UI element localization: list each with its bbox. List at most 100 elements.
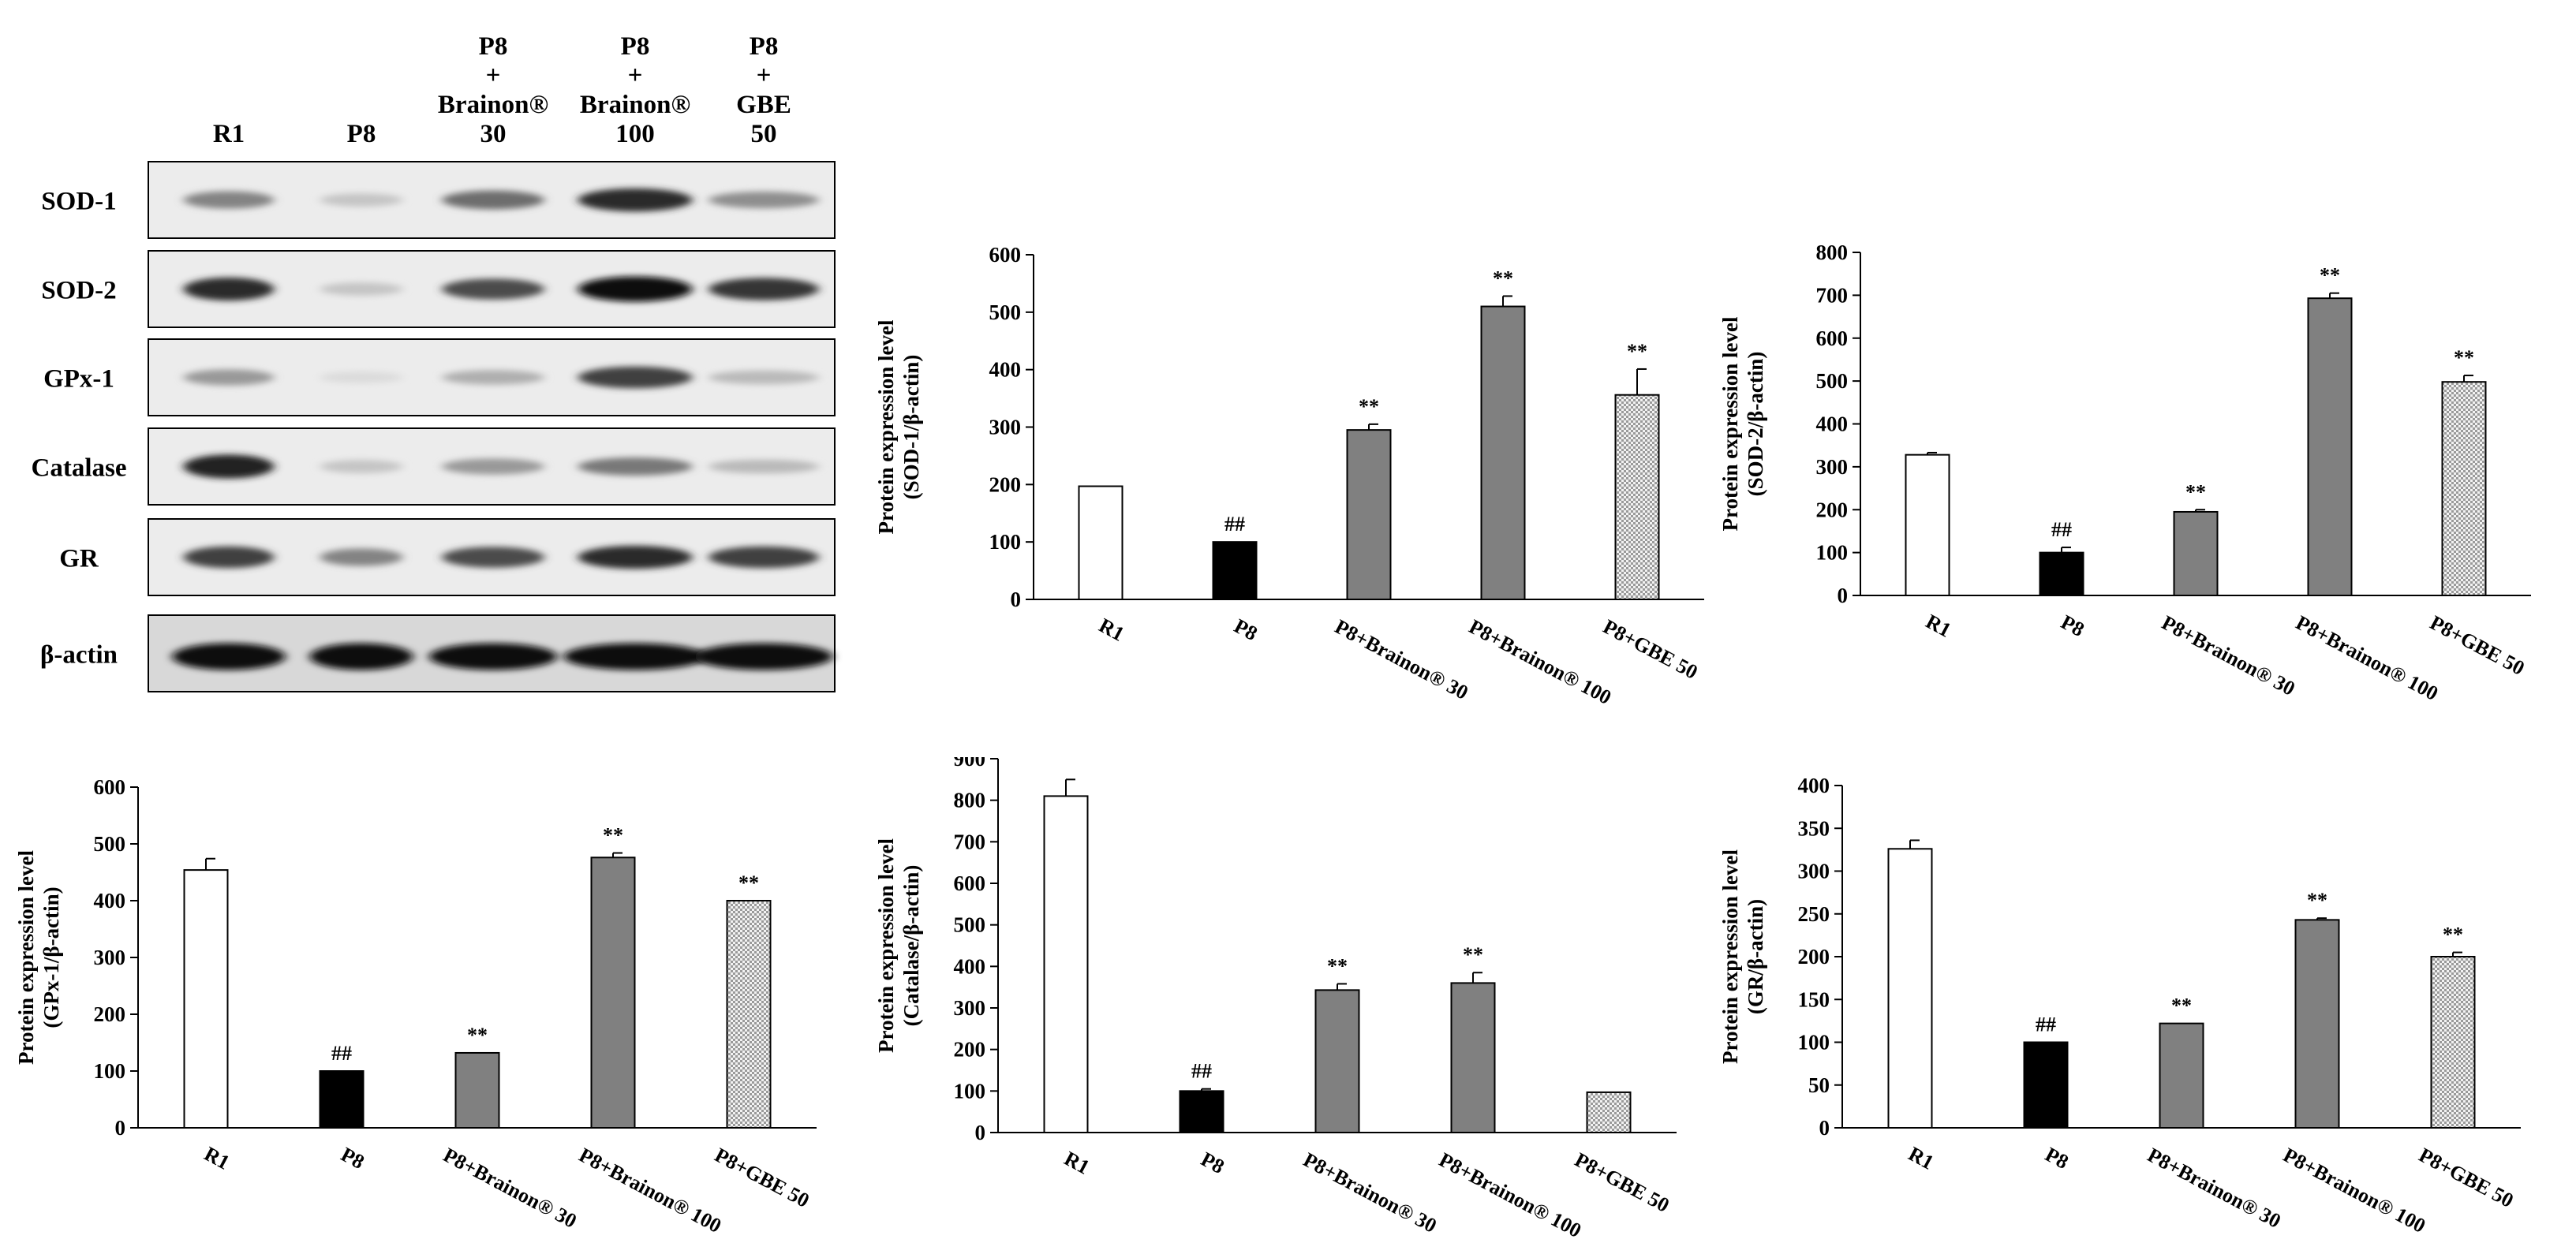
y-tick-label: 0 bbox=[115, 1116, 126, 1140]
significance-label: ** bbox=[2454, 346, 2474, 369]
bar bbox=[590, 857, 636, 1129]
y-tick-label: 600 bbox=[1816, 327, 1849, 350]
lane-header-text: P8 bbox=[347, 120, 376, 148]
blot-band bbox=[442, 190, 544, 210]
lane-header-text: GBE bbox=[736, 91, 791, 119]
x-tick-label: P8+Brainon® 100 bbox=[2292, 611, 2442, 705]
y-tick-label: 100 bbox=[1798, 1031, 1830, 1054]
western-blot-panel: R1 P8P8+Brainon®30P8+Brainon®100P8+GBE50S… bbox=[32, 32, 836, 692]
chart-sod1: Protein expression level (SOD-1/β-actin) 0… bbox=[876, 243, 1704, 709]
bar bbox=[2159, 1022, 2204, 1129]
x-tick-label: P8+GBE 50 bbox=[2415, 1144, 2517, 1212]
lane-header-text: P8 bbox=[750, 32, 779, 61]
bar bbox=[1212, 541, 1258, 600]
blot-band bbox=[442, 547, 544, 568]
row-label: Catalase bbox=[32, 454, 127, 483]
blot-band bbox=[708, 278, 819, 300]
significance-label: ** bbox=[2185, 480, 2206, 503]
y-axis-label: (GPx-1/β-actin) bbox=[39, 886, 63, 1028]
blot-band bbox=[563, 643, 707, 670]
x-tick-label: P8+GBE 50 bbox=[2426, 611, 2528, 680]
significance-label: ** bbox=[1359, 395, 1379, 418]
x-tick-label: P8+Brainon® 30 bbox=[2144, 1144, 2284, 1233]
y-tick-label: 50 bbox=[1808, 1073, 1830, 1097]
y-tick-label: 150 bbox=[1798, 987, 1830, 1011]
significance-label: ## bbox=[2051, 518, 2072, 541]
blot-band bbox=[309, 643, 413, 670]
bar bbox=[2294, 919, 2340, 1129]
lane-header-text: Brainon® bbox=[580, 91, 690, 119]
chart-sod2: Protein expression level (SOD-2/β-actin) 0… bbox=[1720, 241, 2531, 705]
blot-band bbox=[183, 191, 275, 209]
x-tick-label: P8+Brainon® 100 bbox=[2279, 1144, 2429, 1237]
chart-gr: Protein expression level (GR/β-actin) 0 50 1… bbox=[1720, 774, 2521, 1237]
chart-catalase: Protein expression level (Catalase/β-acti… bbox=[876, 757, 1677, 1242]
y-axis-label: Protein expression level bbox=[16, 850, 38, 1065]
blot-band bbox=[578, 457, 693, 476]
bar bbox=[2173, 510, 2219, 596]
y-tick-label: 200 bbox=[1816, 498, 1849, 521]
y-tick-label: 100 bbox=[94, 1059, 126, 1083]
bar bbox=[1905, 453, 1950, 596]
y-tick-label: 800 bbox=[1816, 241, 1849, 264]
x-tick-label: P8+Brainon® 30 bbox=[1299, 1148, 1440, 1237]
blot-band bbox=[183, 277, 275, 301]
y-tick-label: 0 bbox=[1819, 1116, 1830, 1140]
x-tick-label: P8+Brainon® 30 bbox=[2158, 611, 2298, 700]
y-tick-label: 900 bbox=[954, 757, 986, 771]
x-tick-label: P8+Brainon® 30 bbox=[1331, 615, 1471, 704]
significance-label: ** bbox=[1463, 943, 1483, 966]
bar bbox=[2307, 297, 2353, 597]
lane-header-text: + bbox=[628, 62, 643, 90]
y-axis-label: (SOD-1/β-actin) bbox=[899, 355, 923, 500]
blot-band bbox=[442, 370, 544, 385]
significance-label: ** bbox=[2320, 264, 2340, 287]
y-tick-label: 200 bbox=[954, 1038, 986, 1062]
blot-band bbox=[442, 278, 544, 300]
row-label: SOD-2 bbox=[41, 277, 116, 305]
blot-band bbox=[578, 188, 693, 212]
bar bbox=[1614, 394, 1660, 600]
bar bbox=[2023, 1041, 2069, 1129]
bar bbox=[1314, 989, 1360, 1133]
y-tick-label: 600 bbox=[954, 871, 986, 895]
y-tick-label: 100 bbox=[954, 1079, 986, 1103]
significance-label: ** bbox=[738, 871, 759, 894]
bar bbox=[319, 1070, 365, 1129]
bar bbox=[1586, 1091, 1632, 1133]
significance-label: ** bbox=[2307, 889, 2327, 912]
blot-band bbox=[172, 643, 286, 670]
y-tick-label: 200 bbox=[989, 472, 1022, 496]
significance-label: ** bbox=[1493, 267, 1513, 289]
y-tick-label: 400 bbox=[954, 954, 986, 978]
y-tick-label: 200 bbox=[94, 1002, 126, 1026]
y-tick-label: 400 bbox=[989, 358, 1022, 382]
significance-label: ** bbox=[2171, 995, 2192, 1017]
significance-label: ## bbox=[2036, 1013, 2056, 1036]
blot-band bbox=[578, 276, 693, 302]
x-tick-label: P8+Brainon® 100 bbox=[1435, 1148, 1585, 1242]
x-tick-label: P8+GBE 50 bbox=[711, 1144, 813, 1212]
y-tick-label: 0 bbox=[975, 1121, 986, 1144]
blot-band bbox=[708, 370, 819, 385]
x-tick-label: P8 bbox=[1230, 614, 1261, 645]
bar bbox=[2430, 956, 2476, 1129]
x-tick-label: R1 bbox=[1095, 614, 1128, 646]
x-tick-label: R1 bbox=[200, 1142, 234, 1174]
significance-label: ** bbox=[2443, 924, 2463, 946]
y-tick-label: 400 bbox=[94, 889, 126, 913]
significance-label: ** bbox=[467, 1024, 488, 1047]
y-tick-label: 500 bbox=[989, 300, 1022, 324]
bar bbox=[1078, 485, 1123, 601]
y-tick-label: 400 bbox=[1816, 412, 1849, 436]
significance-label: ** bbox=[603, 824, 623, 847]
lane-header-text: R1 bbox=[213, 120, 245, 148]
row-label: GR bbox=[59, 545, 99, 573]
row-label: β-actin bbox=[40, 641, 118, 670]
y-axis-label: Protein expression level bbox=[1720, 316, 1742, 531]
bar bbox=[1480, 305, 1526, 601]
significance-label: ** bbox=[1327, 954, 1348, 977]
y-axis-label: (Catalase/β-actin) bbox=[899, 865, 923, 1027]
bar bbox=[454, 1051, 500, 1129]
x-tick-label: R1 bbox=[1060, 1147, 1094, 1179]
